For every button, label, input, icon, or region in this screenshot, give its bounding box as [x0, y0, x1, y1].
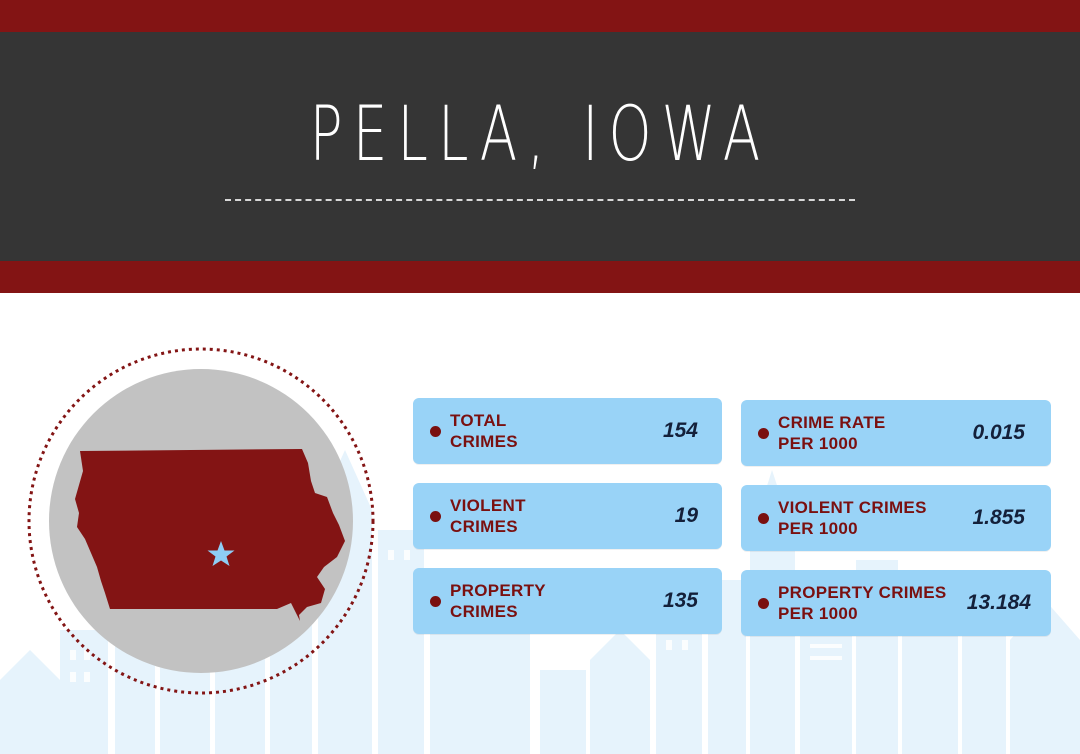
stat-value-violent-crimes: 19 — [674, 504, 698, 527]
dotted-ring — [27, 347, 375, 695]
iowa-state-map-icon — [75, 449, 345, 621]
stat-label-property-rate: PROPERTY CRIMES PER 1000 — [778, 583, 947, 623]
top-accent-bar — [0, 0, 1080, 32]
bottom-accent-bar — [0, 261, 1080, 293]
bullet-dot — [430, 596, 441, 607]
bullet-dot — [758, 598, 769, 609]
bullet-dot — [758, 513, 769, 524]
stat-card-property-crimes: PROPERTY CRIMES 135 — [413, 568, 722, 634]
stat-label-crime-rate: CRIME RATE PER 1000 — [778, 413, 886, 453]
city-star-icon — [207, 541, 235, 566]
header-band — [0, 32, 1080, 261]
title-divider — [225, 199, 855, 201]
stat-label-property-crimes: PROPERTY CRIMES — [450, 581, 546, 621]
stat-value-total-crimes: 154 — [662, 419, 698, 442]
stat-card-violent-crimes: VIOLENT CRIMES 19 — [413, 483, 722, 549]
iowa-map-badge — [27, 347, 375, 695]
stat-card-violent-rate: VIOLENT CRIMES PER 1000 1.855 — [741, 485, 1051, 551]
bullet-dot — [758, 428, 769, 439]
page-title: PELLA, IOWA — [309, 89, 771, 178]
bullet-dot — [430, 511, 441, 522]
stat-card-crime-rate: CRIME RATE PER 1000 0.015 — [741, 400, 1051, 466]
stat-label-total-crimes: TOTAL CRIMES — [450, 411, 518, 451]
stat-value-property-rate: 13.184 — [966, 591, 1031, 614]
stat-card-property-rate: PROPERTY CRIMES PER 1000 13.184 — [741, 570, 1051, 636]
stat-value-property-crimes: 135 — [662, 589, 698, 612]
stat-label-violent-rate: VIOLENT CRIMES PER 1000 — [778, 498, 927, 538]
stat-value-violent-rate: 1.855 — [972, 506, 1025, 529]
stat-label-violent-crimes: VIOLENT CRIMES — [450, 496, 526, 536]
bullet-dot — [430, 426, 441, 437]
stat-value-crime-rate: 0.015 — [972, 421, 1025, 444]
stat-card-total-crimes: TOTAL CRIMES 154 — [413, 398, 722, 464]
